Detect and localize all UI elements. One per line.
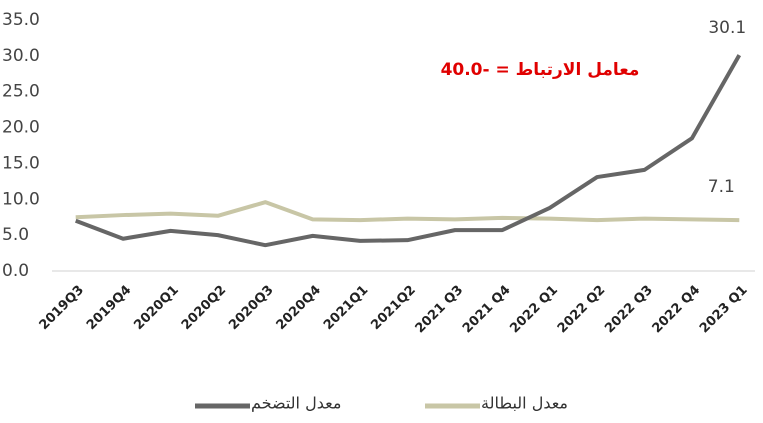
legend-label: معدل التضخم xyxy=(251,394,341,413)
x-tick-label: 2021Q1 xyxy=(321,283,371,333)
x-tick-label: 2022 Q1 xyxy=(507,283,561,337)
x-tick-label: 2021 Q3 xyxy=(413,283,467,337)
series-line xyxy=(74,54,742,248)
x-tick-label: 2021Q2 xyxy=(368,283,418,333)
x-tick-label: 2020Q1 xyxy=(131,283,181,333)
y-tick-label: 35.0 xyxy=(2,10,40,30)
legend-label: معدل البطالة xyxy=(481,394,568,413)
x-tick-label: 2022 Q2 xyxy=(555,283,609,337)
x-tick-label: 2022 Q4 xyxy=(650,283,704,337)
y-tick-label: 30.0 xyxy=(2,46,40,66)
y-tick-label: 10.0 xyxy=(2,189,40,209)
x-tick-label: 2023 Q1 xyxy=(697,283,751,337)
x-tick-label: 2021 Q4 xyxy=(460,283,514,337)
x-tick-label: 2019Q3 xyxy=(37,283,87,333)
y-tick-label: 25.0 xyxy=(2,82,40,102)
y-tick-label: 5.0 xyxy=(2,225,29,245)
x-tick-label: 2020Q4 xyxy=(274,283,324,333)
data-label: 30.1 xyxy=(708,18,746,38)
x-tick-label: 2020Q3 xyxy=(226,283,276,333)
y-tick-label: 15.0 xyxy=(2,153,40,173)
y-tick-label: 0.0 xyxy=(2,261,29,281)
data-label: 7.1 xyxy=(708,177,735,197)
x-tick-label: 2020Q2 xyxy=(179,283,229,333)
annotation: 40.0- = معامل الارتباط xyxy=(441,60,640,80)
x-tick-label: 2019Q4 xyxy=(84,283,134,333)
x-tick-label: 2022 Q3 xyxy=(602,283,656,337)
y-tick-label: 20.0 xyxy=(2,118,40,138)
series-line xyxy=(75,200,740,223)
